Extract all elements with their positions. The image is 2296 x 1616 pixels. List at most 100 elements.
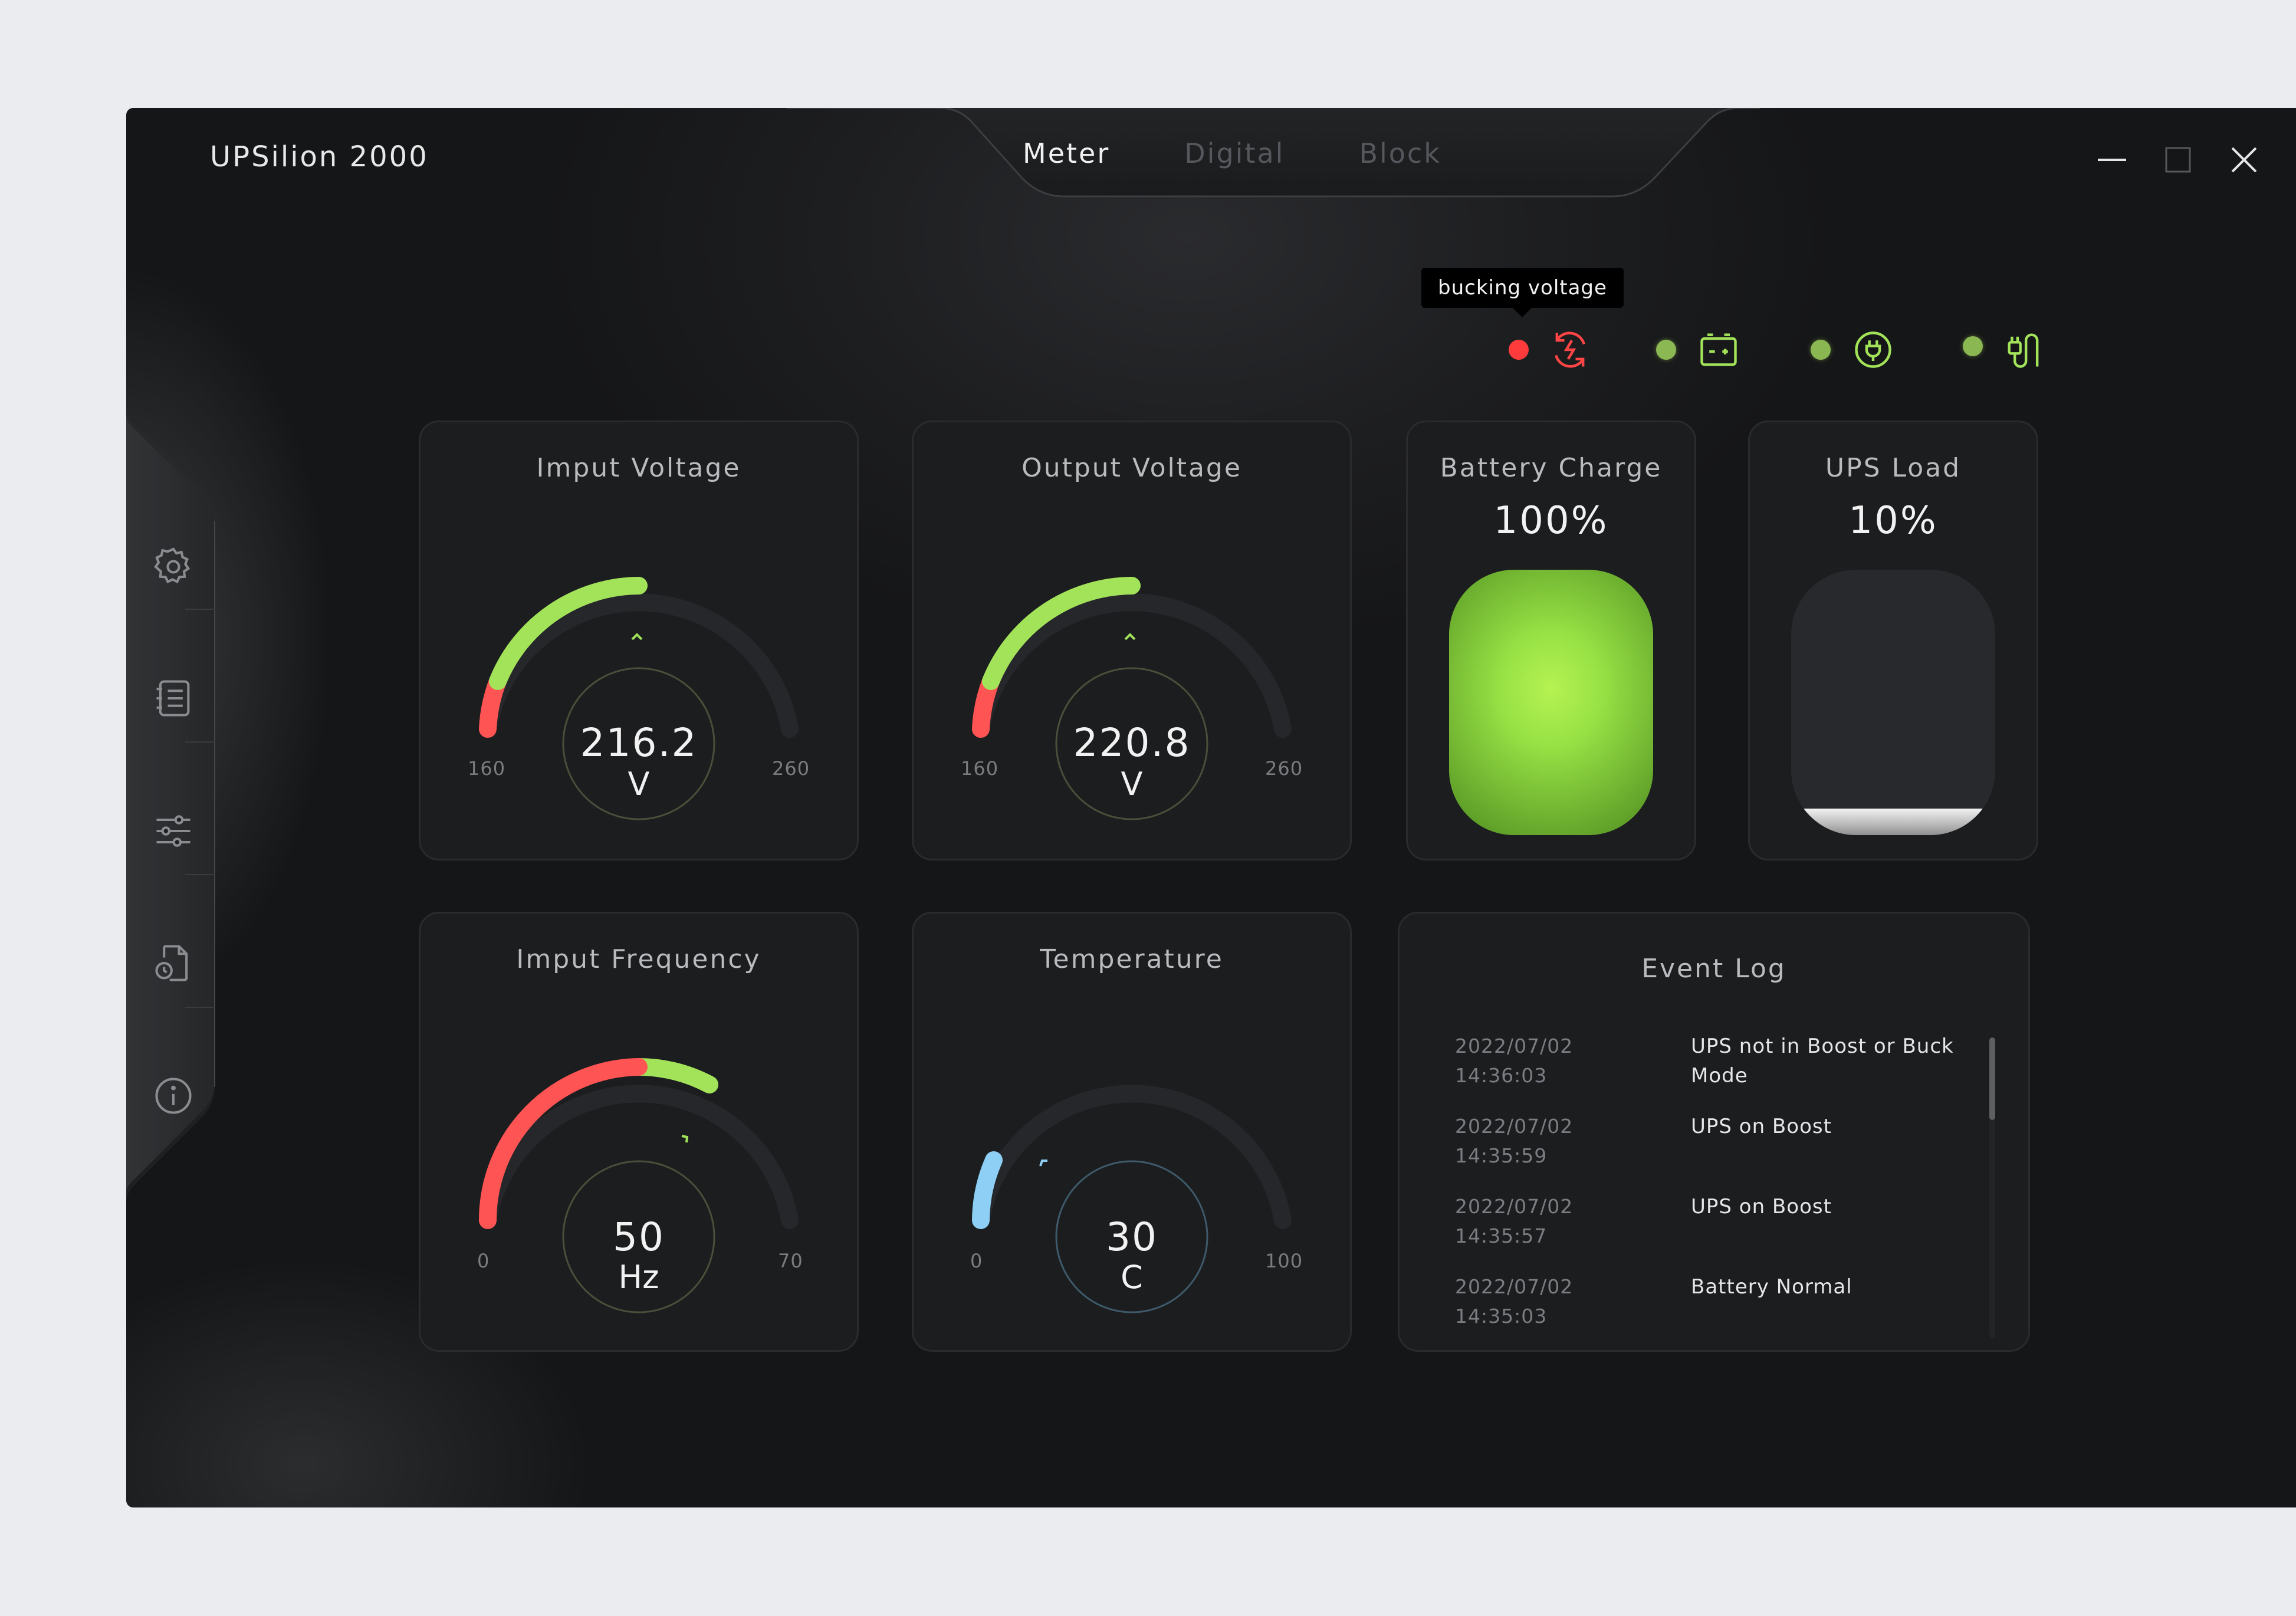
log-timestamp: 2022/07/02 14:35:59 [1455,1112,1608,1171]
app-window: UPSilion 2000 Meter Digital Block buckin… [126,108,2296,1507]
ups-load-card: UPS Load 10% [1748,421,2038,860]
gauge-unit: V [1121,766,1143,803]
maximize-icon [2165,147,2191,173]
list-item: 2022/07/02 14:36:03 UPS not in Boost or B… [1455,1032,1993,1096]
log-time: 14:36:03 [1455,1064,1548,1087]
log-message: UPS on Boost [1691,1195,1832,1218]
temperature-card: Temperature 30 C 0 100 [912,912,1352,1352]
gauge-value: 30 [1106,1214,1158,1260]
card-title: UPS Load [1825,453,1962,483]
gauge-arc [982,577,1141,690]
gauge-min-label: 0 [970,1250,983,1272]
gauge-arc [489,577,648,690]
gauge-unit: Hz [618,1259,659,1296]
list-item: 2022/07/02 14:35:03 Battery Normal [1455,1272,1993,1337]
log-time: 14:35:03 [1455,1305,1548,1328]
info-icon [155,1078,192,1114]
close-button[interactable] [2228,143,2261,176]
tab-bar: Meter Digital Block [1023,137,1516,169]
gauge-unit: V [628,766,650,803]
gauge-min-label: 160 [961,757,999,780]
list-item: 2022/07/02 14:35:59 UPS on Boost [1455,1112,1993,1177]
card-title: Imput Voltage [536,453,741,483]
event-log-card: Event Log 2022/07/02 14:36:03 UPS not in … [1398,912,2030,1352]
schedule-button[interactable] [151,941,196,986]
voltage-regulation-indicator[interactable] [1548,327,1592,372]
adjustments-button[interactable] [151,809,196,853]
tab-meter[interactable]: Meter [1023,137,1111,169]
log-scrollbar-thumb[interactable] [1989,1037,1995,1120]
tab-digital[interactable]: Digital [1184,137,1285,169]
log-date: 2022/07/02 [1455,1115,1574,1138]
battery-level-fill [1449,570,1653,835]
gauge-max-label: 100 [1265,1250,1303,1272]
cable-icon [2008,333,2039,368]
battery-charge-card: Battery Charge 100% [1406,421,1696,860]
log-message: UPS on Boost [1691,1115,1832,1138]
log-scrollbar[interactable] [1989,1037,1995,1338]
plug-icon [1855,331,1891,368]
tab-strip-panel [787,108,1760,198]
list-icon [156,680,190,717]
about-button[interactable] [151,1073,196,1118]
sidebar-panel [126,108,215,1507]
status-dot-battery [1656,340,1676,360]
gauge-value: 216.2 [580,720,698,766]
card-title: Imput Frequency [516,944,761,974]
status-dot-output [1963,336,1983,356]
card-title: Temperature [1040,944,1224,974]
input-voltage-gauge [479,577,799,820]
status-tooltip: bucking voltage [1421,268,1624,317]
input-voltage-card: Imput Voltage 216.2 V 160 260 [419,421,859,860]
gear-icon [154,547,190,584]
log-message: UPS not in Boost or Buck Mode [1691,1034,1954,1088]
minimize-button[interactable] [2095,143,2129,176]
card-title: Battery Charge [1440,453,1663,483]
load-level-bar [1791,570,1995,835]
battery-level-bar [1449,570,1653,835]
card-title: Event Log [1641,954,1786,984]
gauge-arc [630,1058,718,1093]
voltage-regulation-icon [1555,331,1585,368]
battery-percent: 100% [1493,499,1609,543]
gauge-max-label: 260 [1265,757,1303,780]
battery-indicator[interactable] [1696,327,1741,372]
gauge-max-label: 260 [772,757,810,780]
gauge-arc [972,1151,1003,1229]
settings-button[interactable] [151,544,196,589]
status-dot-mains [1811,340,1831,360]
log-timestamp: 2022/07/02 14:35:03 [1455,1272,1608,1331]
load-level-fill [1791,809,1995,835]
log-message: Battery Normal [1691,1275,1852,1299]
log-date: 2022/07/02 [1455,1034,1574,1057]
temperature-gauge [972,1085,1292,1313]
list-item: 2022/07/02 14:35:57 UPS on Boost [1455,1192,1993,1257]
status-dot-voltage [1509,340,1529,360]
input-frequency-card: Imput Frequency 50 Hz 0 70 [419,912,859,1352]
window-controls [2095,143,2261,176]
gauge-min-label: 160 [468,757,506,780]
input-frequency-gauge [479,1058,799,1313]
battery-icon [1700,333,1737,366]
output-voltage-gauge [972,577,1292,820]
log-date: 2022/07/02 [1455,1275,1574,1298]
output-voltage-card: Output Voltage 220.8 V 160 260 [912,421,1352,860]
file-clock-icon [155,945,188,981]
logs-button[interactable] [151,676,196,721]
close-icon [2231,147,2257,173]
load-percent: 10% [1848,499,1938,543]
log-time: 14:35:57 [1455,1224,1548,1247]
tab-block[interactable]: Block [1359,137,1441,169]
app-title: UPSilion 2000 [210,140,429,173]
log-date: 2022/07/02 [1455,1195,1574,1218]
gauge-value: 220.8 [1073,720,1191,766]
log-timestamp: 2022/07/02 14:35:57 [1455,1192,1608,1251]
mains-indicator[interactable] [1851,327,1896,372]
gauge-max-label: 70 [778,1250,803,1272]
output-indicator[interactable] [2002,327,2047,372]
log-timestamp: 2022/07/02 14:36:03 [1455,1032,1608,1091]
sliders-icon [156,815,190,847]
gauge-value: 50 [613,1214,665,1260]
gauge-min-label: 0 [477,1250,490,1272]
maximize-button[interactable] [2162,143,2195,176]
